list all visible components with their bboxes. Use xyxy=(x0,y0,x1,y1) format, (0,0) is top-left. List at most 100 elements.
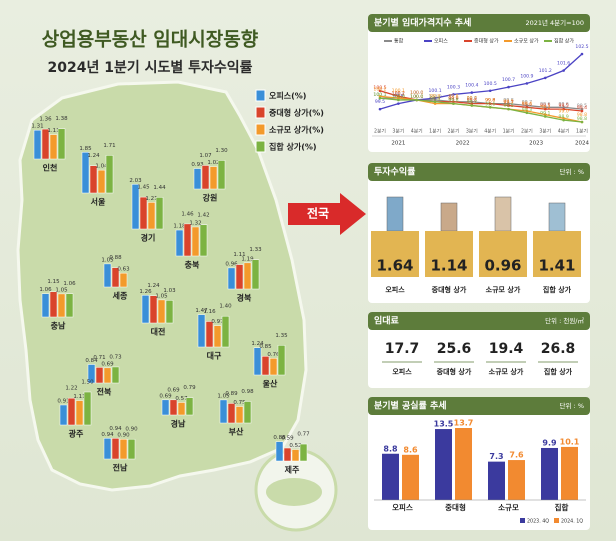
region-bar xyxy=(205,321,214,348)
region-value-label: 1.42 xyxy=(197,212,209,218)
region-value-label: 1.11 xyxy=(47,128,59,134)
region-name: 부산 xyxy=(229,427,244,437)
region-bar xyxy=(41,293,50,318)
index-value-label: 99.3 xyxy=(522,107,532,113)
region-bar xyxy=(243,401,252,424)
region-name: 대전 xyxy=(151,327,166,337)
region-value-label: 1.44 xyxy=(153,185,166,191)
rent-category: 중대형 상가 xyxy=(437,367,472,376)
index-value-label: 99.5 xyxy=(503,99,513,105)
region-value-label: 1.31 xyxy=(31,124,43,130)
region-bar xyxy=(49,291,58,318)
region-bar xyxy=(97,169,106,194)
vacancy-value-label: 8.8 xyxy=(383,444,398,453)
region-value-label: 1.04 xyxy=(95,164,108,170)
region-value-label: 0.91 xyxy=(57,398,69,404)
index-value-label: 100.0 xyxy=(410,94,423,100)
region-bar xyxy=(155,197,164,230)
region: 0.93 1.071.02 1.30 강원 xyxy=(191,148,228,203)
x-tick-label: 오피스 xyxy=(392,502,413,512)
region-value-label: 0.52 xyxy=(289,443,301,449)
legend-swatch xyxy=(520,518,525,523)
index-value-label: 100.4 xyxy=(465,83,478,89)
index-value-label: 99.8 xyxy=(448,94,458,100)
vacancy-bar xyxy=(508,460,525,500)
region-value-label: 1.38 xyxy=(55,116,68,122)
x-tick-label: 1분기 xyxy=(576,128,588,135)
region-bar xyxy=(57,293,66,318)
index-point xyxy=(470,104,474,107)
x-tick-label: 3분기 xyxy=(539,128,551,135)
region-bar xyxy=(103,367,112,384)
region-bar xyxy=(221,315,230,348)
region-bar xyxy=(193,168,202,190)
jeju-shape xyxy=(266,478,322,506)
rent-value: 26.8 xyxy=(541,341,576,357)
region-name: 경북 xyxy=(237,293,252,303)
region-bar xyxy=(81,152,90,194)
region-bar xyxy=(175,229,184,257)
region-value-label: 0.71 xyxy=(93,355,105,361)
region-name: 전남 xyxy=(113,463,128,473)
panel-title: 투자수익률 xyxy=(374,166,415,178)
pedestal xyxy=(371,231,419,277)
index-point xyxy=(562,107,565,111)
panel-unit: 단위 : % xyxy=(560,167,584,176)
region-value-label: 1.35 xyxy=(275,333,288,339)
index-value-label: 100.0 xyxy=(410,90,423,96)
index-point xyxy=(580,107,584,111)
region: 1.311.36 1.11 1.38 인천 xyxy=(31,116,68,172)
rent-category: 소규모 상가 xyxy=(489,367,524,376)
index-value-label: 101.6 xyxy=(557,61,570,67)
index-point xyxy=(488,102,492,105)
vacancy-bar xyxy=(561,446,578,500)
region-bar xyxy=(243,262,252,290)
return-category: 오피스 xyxy=(385,285,405,294)
index-value-label: 100.0 xyxy=(410,94,423,100)
index-point xyxy=(507,102,510,105)
region-bar xyxy=(183,223,192,257)
index-point xyxy=(562,118,565,122)
index-value-label: 99.5 xyxy=(559,103,569,109)
year-label: 2023 xyxy=(529,141,543,147)
region-name: 충북 xyxy=(185,260,200,270)
region-value-label: 1.05 xyxy=(155,293,168,299)
legend-swatch xyxy=(255,106,266,119)
arrow-shape xyxy=(288,193,366,235)
region-bar xyxy=(261,356,270,376)
index-point xyxy=(433,98,437,102)
index-value-label: 99.4 xyxy=(577,105,587,111)
region-name: 제주 xyxy=(285,465,300,475)
region-bar xyxy=(65,293,74,318)
index-point xyxy=(433,102,437,105)
region-bar xyxy=(277,345,286,376)
x-tick-label: 1분기 xyxy=(503,128,515,135)
index-value-label: 100.2 xyxy=(392,90,405,96)
index-point xyxy=(562,117,565,120)
region-value-label: 0.69 xyxy=(101,361,114,367)
index-value-label: 99.0 xyxy=(559,108,569,114)
region-value-label: 0.93 xyxy=(191,162,204,168)
region-value-label: 1.02 xyxy=(207,160,219,166)
index-point xyxy=(488,89,492,93)
index-point xyxy=(525,105,529,109)
year-label: 2024 xyxy=(575,141,589,147)
index-value-label: 99.6 xyxy=(485,97,495,103)
vacancy-bar xyxy=(488,461,505,500)
region: 1.240.85 0.76 1.35 울산 xyxy=(251,333,288,389)
region-bar xyxy=(111,267,120,288)
panel xyxy=(368,14,590,152)
region-name: 경기 xyxy=(141,233,156,243)
region-bar xyxy=(191,226,200,257)
legend-swatch xyxy=(255,89,266,102)
vacancy-value-label: 7.6 xyxy=(509,451,524,460)
region-bar xyxy=(119,272,128,288)
rent-value: 25.6 xyxy=(437,341,472,357)
region-bar xyxy=(199,224,208,257)
vacancy-value-label: 13.5 xyxy=(434,420,454,429)
region-value-label: 0.63 xyxy=(117,267,130,273)
panel-unit: 단위 : % xyxy=(560,401,584,410)
index-value-label: 100.9 xyxy=(520,73,533,79)
